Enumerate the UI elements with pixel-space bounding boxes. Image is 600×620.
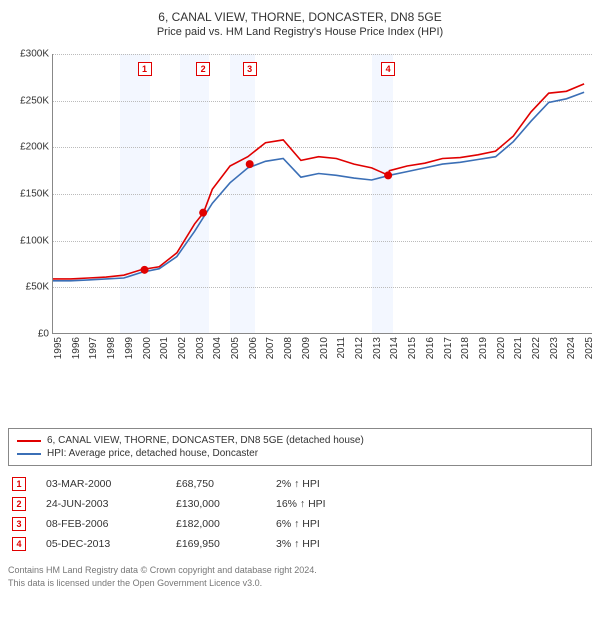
x-tick-label: 2017 [443,337,454,359]
sale-marker-dot [200,209,207,216]
legend-label: HPI: Average price, detached house, Donc… [47,448,258,459]
attribution-line2: This data is licensed under the Open Gov… [8,577,592,590]
x-tick-label: 2000 [142,337,153,359]
sale-vs-hpi: 2% ↑ HPI [276,478,356,490]
page-subtitle: Price paid vs. HM Land Registry's House … [8,26,592,38]
sale-vs-hpi: 6% ↑ HPI [276,518,356,530]
sale-marker-label: 3 [243,62,257,76]
sale-row: 2 24-JUN-2003 £130,000 16% ↑ HPI [8,494,592,514]
sale-price: £68,750 [176,478,256,490]
sale-date: 08-FEB-2006 [46,518,156,530]
series-svg [53,54,593,334]
x-tick-label: 2016 [425,337,436,359]
x-tick-label: 2019 [478,337,489,359]
legend-row: HPI: Average price, detached house, Donc… [17,448,583,459]
page-title: 6, CANAL VIEW, THORNE, DONCASTER, DN8 5G… [8,10,592,24]
sale-price: £169,950 [176,538,256,550]
x-axis-ticks: 1995 1996 1997 1998 1999 2000 2001 2002 2003 2004… [53,333,592,381]
sale-date: 24-JUN-2003 [46,498,156,510]
sale-row: 3 08-FEB-2006 £182,000 6% ↑ HPI [8,514,592,534]
x-tick-label: 2025 [584,337,595,359]
x-tick-label: 2022 [531,337,542,359]
x-tick-label: 2002 [177,337,188,359]
sale-index-box: 2 [12,497,26,511]
sale-date: 05-DEC-2013 [46,538,156,550]
sale-marker-label: 1 [138,62,152,76]
attribution: Contains HM Land Registry data © Crown c… [8,564,592,589]
sale-vs-hpi: 16% ↑ HPI [276,498,356,510]
x-tick-label: 2007 [265,337,276,359]
x-tick-label: 2004 [212,337,223,359]
legend: 6, CANAL VIEW, THORNE, DONCASTER, DN8 5G… [8,428,592,466]
x-tick-label: 1999 [124,337,135,359]
x-tick-label: 2011 [336,337,347,359]
y-tick-label: £200K [20,142,53,153]
x-tick-label: 1997 [88,337,99,359]
x-tick-label: 2005 [230,337,241,359]
x-tick-label: 2015 [407,337,418,359]
sale-marker-label: 2 [196,62,210,76]
sale-marker-dot [385,172,392,179]
x-tick-label: 2023 [549,337,560,359]
sale-vs-hpi: 3% ↑ HPI [276,538,356,550]
x-tick-label: 2003 [195,337,206,359]
x-tick-label: 2010 [319,337,330,359]
sale-marker-dot [246,161,253,168]
plot-area: £0£50K£100K£150K£200K£250K£300K199519961… [52,54,592,334]
sale-row: 1 03-MAR-2000 £68,750 2% ↑ HPI [8,474,592,494]
x-tick-label: 1998 [106,337,117,359]
legend-label: 6, CANAL VIEW, THORNE, DONCASTER, DN8 5G… [47,435,364,446]
legend-swatch [17,453,41,455]
legend-row: 6, CANAL VIEW, THORNE, DONCASTER, DN8 5G… [17,435,583,446]
y-tick-label: £0 [38,329,53,340]
sale-date: 03-MAR-2000 [46,478,156,490]
x-tick-label: 2014 [389,337,400,359]
series-line [53,84,584,279]
x-tick-label: 1996 [71,337,82,359]
sale-index-box: 3 [12,517,26,531]
sale-price: £130,000 [176,498,256,510]
x-tick-label: 2018 [460,337,471,359]
sale-marker-dot [141,266,148,273]
y-tick-label: £50K [26,282,53,293]
sale-marker-label: 4 [381,62,395,76]
legend-swatch [17,440,41,442]
sale-price: £182,000 [176,518,256,530]
x-tick-label: 2012 [354,337,365,359]
x-tick-label: 2024 [566,337,577,359]
x-tick-label: 2001 [159,337,170,359]
x-tick-label: 2020 [496,337,507,359]
y-tick-label: £300K [20,49,53,60]
y-tick-label: £150K [20,189,53,200]
sale-index-box: 1 [12,477,26,491]
attribution-line1: Contains HM Land Registry data © Crown c… [8,564,592,577]
x-tick-label: 2021 [513,337,524,359]
y-tick-label: £100K [20,235,53,246]
sale-index-box: 4 [12,537,26,551]
x-tick-label: 2013 [372,337,383,359]
x-tick-label: 2008 [283,337,294,359]
x-tick-label: 2009 [301,337,312,359]
x-tick-label: 1995 [53,337,64,359]
sale-row: 4 05-DEC-2013 £169,950 3% ↑ HPI [8,534,592,554]
sales-table: 1 03-MAR-2000 £68,750 2% ↑ HPI 2 24-JUN-2003 £… [8,474,592,554]
chart: £0 £50K £100K £150K £200K £250K £300K 1995 1996 1… [8,46,592,376]
series-line [53,92,584,280]
x-tick-label: 2006 [248,337,259,359]
y-tick-label: £250K [20,95,53,106]
